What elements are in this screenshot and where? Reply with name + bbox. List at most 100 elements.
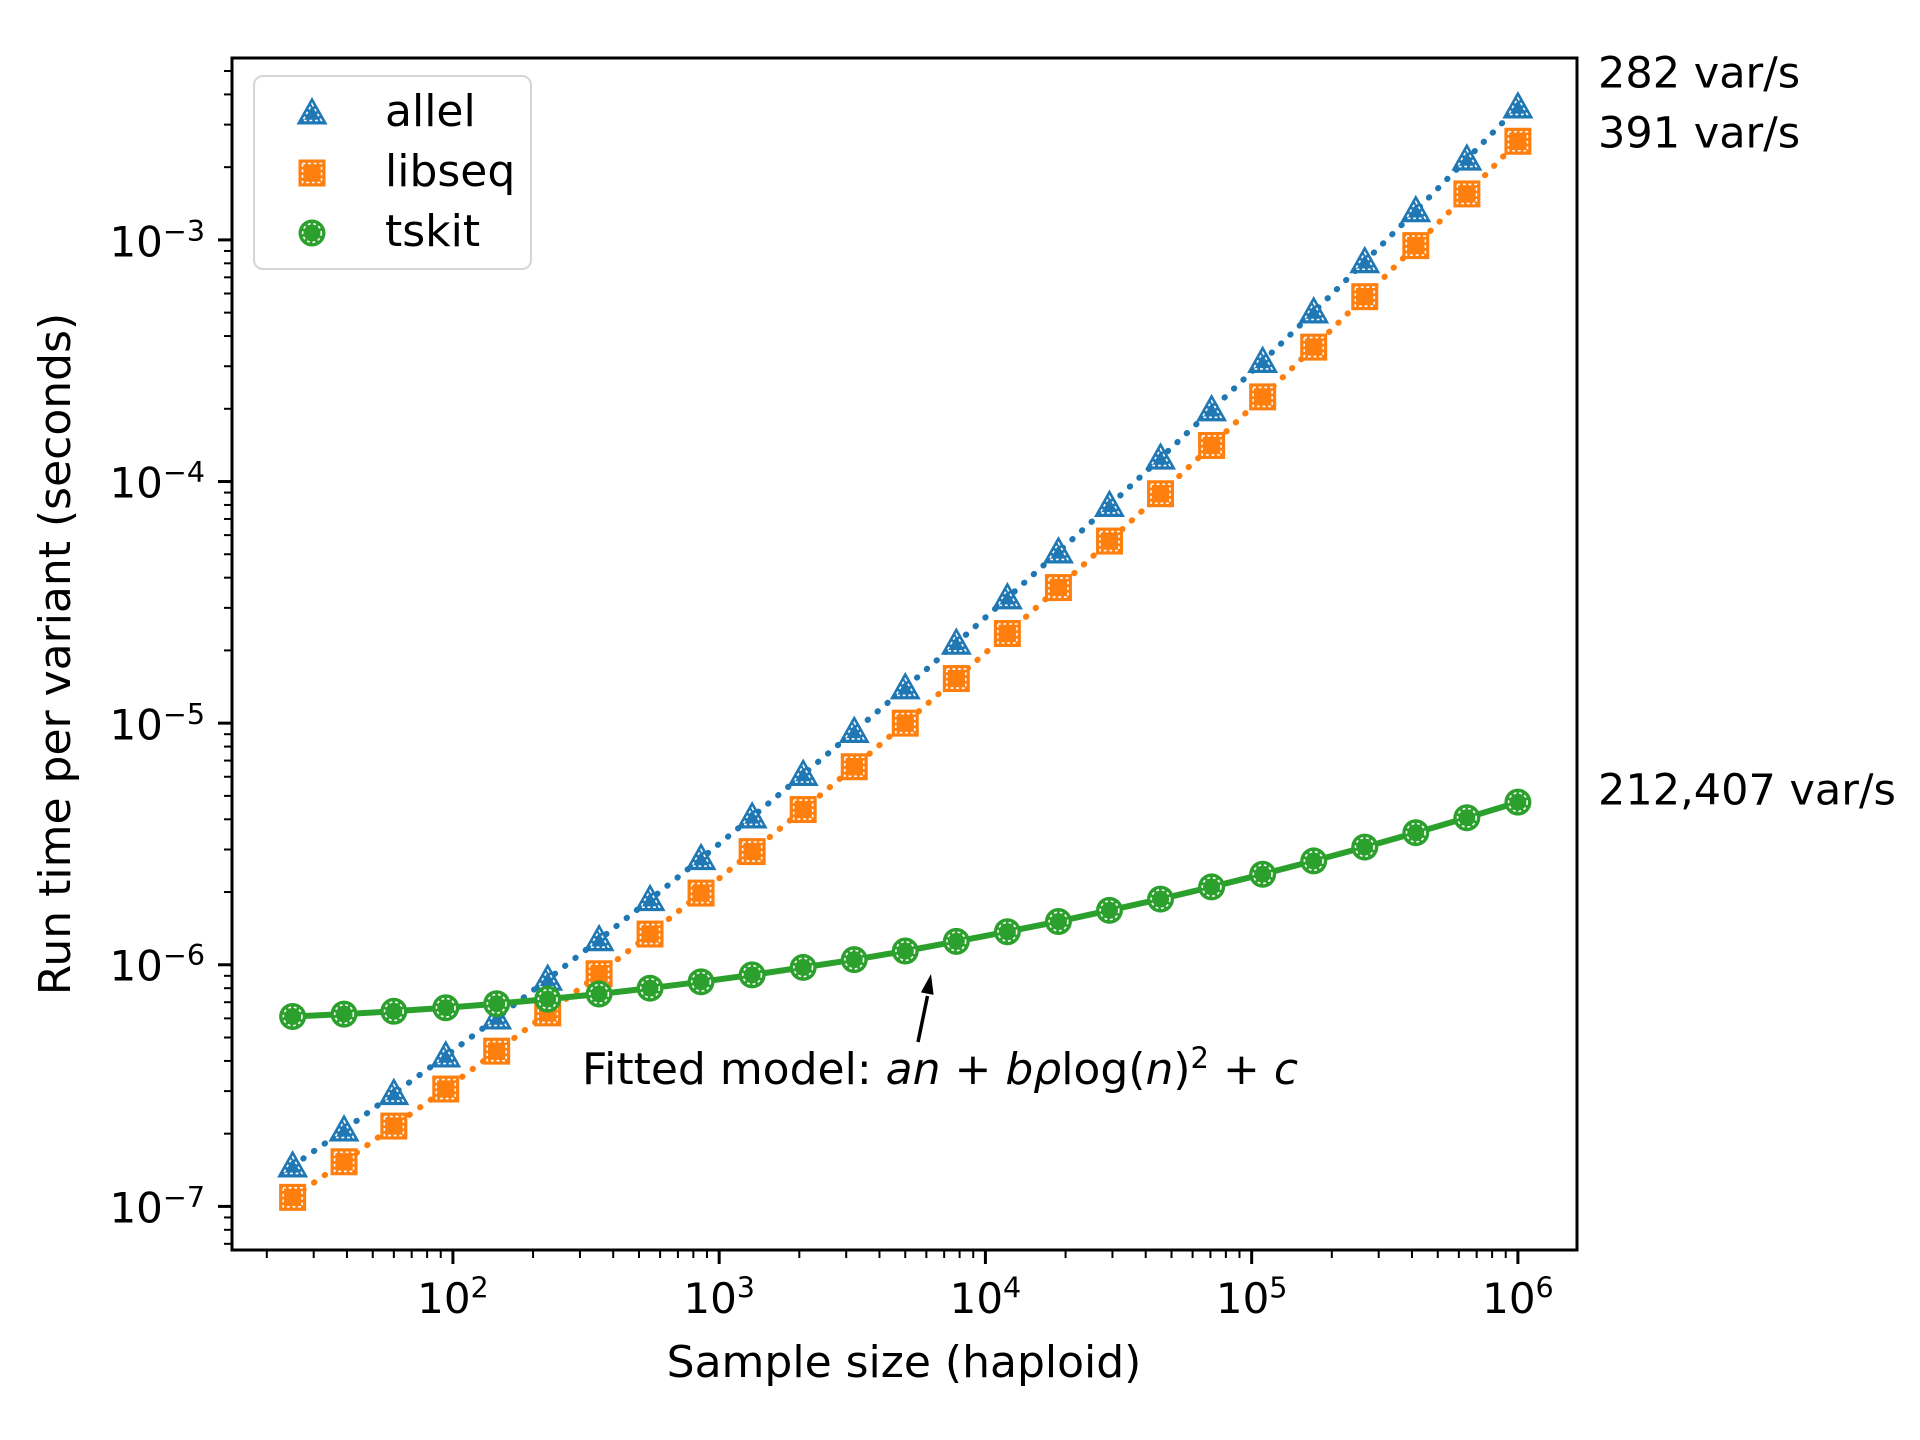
circle-marker: [1095, 896, 1123, 924]
square-marker: [891, 709, 919, 737]
legend-label-allel: allel: [385, 86, 476, 137]
triangle-marker: [1298, 296, 1330, 324]
square-marker-icon: [298, 159, 326, 187]
circle-marker: [993, 918, 1021, 946]
legend-item-libseq: libseq: [255, 142, 530, 202]
triangle-marker: [583, 923, 615, 952]
fitted-model-segment: bρ: [1005, 1043, 1062, 1095]
legend-label-libseq: libseq: [385, 146, 516, 197]
square-marker: [1249, 383, 1277, 411]
circle-marker: [298, 219, 326, 247]
fitted-model-segment: Fitted model:: [582, 1043, 886, 1095]
libseq-rate-annotation: 391 var/s: [1598, 108, 1801, 159]
triangle-marker: [1451, 143, 1483, 171]
triangle-marker: [296, 97, 328, 125]
circle-marker: [891, 937, 919, 965]
circle-marker: [380, 997, 408, 1025]
x-tick-label-1e3: 103: [683, 1270, 755, 1323]
square-marker: [993, 619, 1021, 647]
fitted-model-segment: ): [1173, 1043, 1191, 1095]
circle-marker: [1198, 873, 1226, 901]
triangle-marker: [787, 758, 819, 787]
triangle-marker: [328, 1114, 360, 1142]
square-marker: [432, 1075, 460, 1103]
fitted-model-segment: n: [1145, 1043, 1174, 1095]
square-marker: [1453, 180, 1481, 208]
triangle-marker: [378, 1077, 410, 1106]
circle-marker: [279, 1002, 307, 1030]
square-marker: [330, 1148, 358, 1176]
y-tick-label-1e-6: 10−6: [109, 938, 205, 992]
square-marker: [1044, 574, 1072, 602]
circle-marker: [1402, 819, 1430, 847]
square-marker: [636, 920, 664, 948]
series-libseq: [279, 127, 1532, 1211]
triangle-marker: [1093, 489, 1125, 517]
plot-frame: [230, 56, 1579, 1252]
circle-marker: [636, 974, 664, 1002]
circle-marker: [687, 968, 715, 996]
circle-marker: [789, 953, 817, 981]
circle-marker: [942, 927, 970, 955]
square-marker: [840, 753, 868, 781]
circle-marker: [1351, 833, 1379, 861]
series-line-tskit: [292, 799, 1519, 1020]
series-allel: [277, 90, 1534, 1178]
series-tskit: [279, 788, 1532, 1030]
square-marker: [1198, 431, 1226, 459]
x-tick-label-1e4: 104: [949, 1270, 1022, 1323]
triangle-marker: [1196, 393, 1228, 422]
legend-item-tskit: tskit: [255, 202, 530, 262]
square-marker: [1402, 232, 1430, 260]
triangle-marker: [1042, 535, 1074, 564]
y-tick-label-1e-4: 10−4: [109, 455, 205, 508]
triangle-marker: [1145, 442, 1177, 470]
triangle-marker: [838, 715, 870, 743]
allel-rate-annotation: 282 var/s: [1598, 48, 1801, 99]
triangle-marker: [889, 671, 921, 700]
series-line-libseq: [289, 138, 1521, 1201]
fitted-model-segment: log(: [1061, 1043, 1146, 1095]
triangle-marker: [991, 581, 1023, 610]
triangle-marker: [1349, 245, 1381, 274]
square-marker: [483, 1037, 511, 1065]
triangle-marker-icon: [296, 97, 328, 125]
square-marker: [1147, 480, 1175, 508]
fitted-model-segment: +: [940, 1043, 1006, 1095]
circle-marker: [330, 1000, 358, 1028]
square-marker: [1351, 283, 1379, 311]
square-marker: [789, 796, 817, 824]
circle-marker: [585, 980, 613, 1008]
fitted-model-arrow: [916, 974, 934, 1043]
fitted-model-segment: +: [1209, 1043, 1274, 1095]
square-marker: [942, 665, 970, 693]
square-marker: [1095, 527, 1123, 555]
circle-marker: [1249, 860, 1277, 888]
y-tick-label-1e-7: 10−7: [109, 1180, 205, 1233]
fitted-model-segment: an: [885, 1043, 941, 1095]
triangle-marker: [736, 800, 768, 829]
circle-marker: [432, 994, 460, 1022]
triangle-marker: [1400, 194, 1432, 223]
square-marker: [298, 159, 326, 187]
x-tick-label-1e5: 105: [1215, 1270, 1288, 1323]
x-tick-label-1e6: 106: [1482, 1270, 1554, 1323]
square-marker: [1504, 127, 1532, 155]
legend-item-allel: allel: [255, 82, 530, 142]
circle-marker: [483, 990, 511, 1018]
square-marker: [1300, 333, 1328, 361]
triangle-marker: [940, 627, 972, 655]
square-marker: [738, 838, 766, 866]
y-axis-label: Run time per variant (seconds): [30, 312, 81, 996]
fitted-model-segment: 2: [1190, 1041, 1209, 1075]
circle-marker: [534, 985, 562, 1013]
square-marker: [279, 1183, 307, 1211]
circle-marker: [1453, 804, 1481, 832]
circle-marker: [1300, 847, 1328, 875]
y-tick-label-1e-5: 10−5: [109, 696, 205, 750]
circle-marker: [738, 961, 766, 989]
triangle-marker: [430, 1040, 462, 1068]
circle-marker: [1044, 908, 1072, 936]
triangle-marker: [634, 883, 666, 912]
